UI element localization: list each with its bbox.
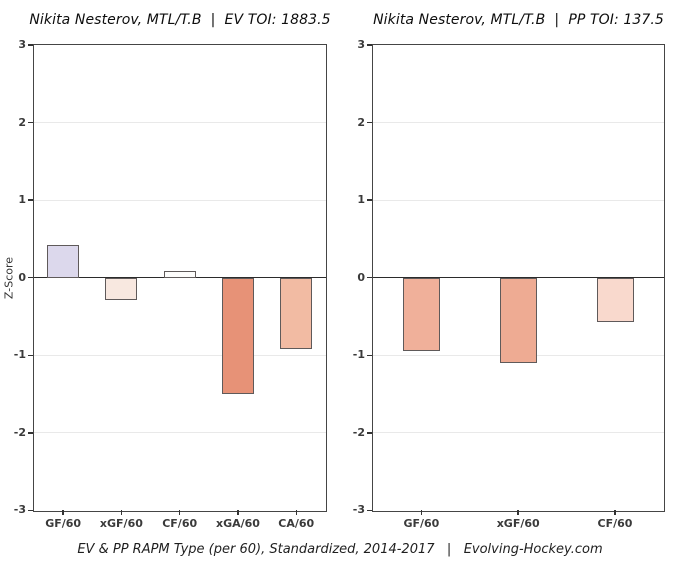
gridline [373, 432, 664, 434]
figure-caption: EV & PP RAPM Type (per 60), Standardized… [77, 542, 603, 557]
x-tick-label-xga-60: xGA/60 [215, 517, 260, 530]
y-tick-label: -3 [352, 503, 365, 517]
y-tick [366, 432, 372, 434]
y-tick [27, 432, 33, 434]
x-tick [295, 510, 297, 516]
x-tick-label-xgf-60: xGF/60 [99, 517, 143, 530]
y-tick [27, 509, 33, 512]
x-tick [420, 510, 423, 516]
zero-line [34, 276, 326, 279]
y-tick-label: 3 [18, 38, 26, 51]
plot-area: 3 2 1 0 -1 -2 -3 GF/60 xGF/60 CF/60 [353, 38, 665, 530]
x-tick [237, 510, 239, 516]
bar-ca-60 [280, 277, 313, 350]
x-tick [178, 510, 181, 516]
y-tick [366, 354, 372, 357]
y-tick [27, 276, 33, 279]
y-tick [366, 276, 372, 279]
y-tick [27, 354, 33, 357]
x-tick [614, 510, 616, 516]
bar-xgf-60 [105, 277, 138, 301]
x-tick-label-gf-60: GF/60 [403, 517, 440, 530]
chart-title-pp: Nikita Nesterov, MTL/T.B | PP TOI: 137.5 [373, 12, 664, 28]
gridline [373, 199, 664, 201]
y-tick-label: 1 [357, 193, 365, 207]
gridline [34, 199, 326, 201]
y-tick-label: -3 [13, 503, 26, 517]
y-tick-label: -1 [352, 348, 365, 362]
y-tick-label: 2 [18, 115, 26, 129]
chart-title-ev: Nikita Nesterov, MTL/T.B | EV TOI: 1883.… [29, 12, 331, 28]
x-tick [517, 510, 519, 516]
y-tick-label: 1 [18, 193, 26, 207]
y-tick-label: 3 [357, 38, 365, 51]
y-tick-label: 0 [18, 270, 26, 284]
x-tick-label-ca-60: CA/60 [278, 517, 315, 530]
y-tick-label: 2 [357, 115, 365, 129]
bar-xgf-60 [499, 277, 537, 363]
x-tick [62, 510, 64, 516]
y-tick-label: -1 [13, 348, 26, 362]
y-tick-label: 0 [357, 270, 365, 284]
bar-xga-60 [221, 277, 254, 395]
x-tick-label-gf-60: GF/60 [45, 517, 82, 530]
y-tick [366, 121, 372, 124]
y-tick [366, 199, 372, 201]
y-tick [27, 121, 33, 124]
right-title-area: Nikita Nesterov, MTL/T.B | PP TOI: 137.5 [340, 8, 680, 34]
gridline [34, 122, 326, 124]
y-tick-label: -2 [352, 425, 365, 439]
left-title-area: Nikita Nesterov, MTL/T.B | EV TOI: 1883.… [0, 8, 340, 34]
gridline [34, 354, 326, 356]
plot-area: 3 2 1 0 -1 -2 -3 GF/60 xGF/60 CF/60 xGA/60 CA/60 [14, 38, 327, 530]
y-tick [366, 44, 372, 46]
x-tick-label-cf-60: CF/60 [597, 517, 633, 530]
bar-gf-60 [47, 245, 80, 278]
y-tick [366, 509, 372, 512]
bar-cf-60 [163, 270, 196, 278]
gridline [373, 122, 664, 124]
y-tick [27, 199, 33, 201]
x-tick [120, 510, 123, 516]
x-tick-label-xgf-60: xGF/60 [496, 517, 540, 530]
y-tick [27, 44, 33, 46]
x-tick-label-cf-60: CF/60 [162, 517, 198, 530]
bar-gf-60 [402, 277, 440, 352]
y-tick-label: -2 [13, 425, 26, 439]
bar-cf-60 [596, 277, 634, 322]
gridline [34, 432, 326, 434]
